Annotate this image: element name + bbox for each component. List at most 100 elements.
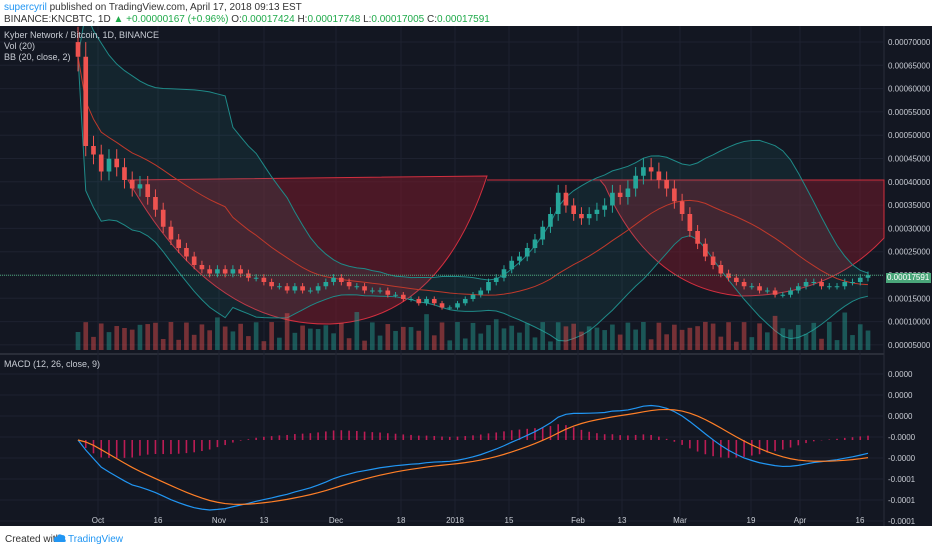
candle-body: [362, 286, 367, 291]
macd-histogram-bar: [433, 435, 436, 440]
macd-histogram-bar: [642, 434, 645, 440]
macd-histogram-bar: [766, 440, 769, 453]
volume-bar: [470, 322, 476, 350]
macd-histogram-bar: [154, 440, 157, 454]
candle-body: [91, 146, 96, 155]
candle-body: [331, 277, 336, 282]
candle-body: [610, 192, 615, 206]
published-text: published on TradingView.com, April 17, …: [46, 2, 302, 13]
macd-histogram-bar: [348, 430, 350, 440]
candle-body: [795, 286, 801, 291]
macd-histogram-bar: [410, 434, 412, 440]
time-tick-label: Dec: [329, 516, 343, 525]
macd-histogram-bar: [356, 430, 358, 440]
time-tick-label: Mar: [673, 516, 687, 525]
bollinger-upper-line: [77, 26, 869, 281]
macd-histogram-bar: [294, 434, 296, 440]
volume-bar: [176, 339, 182, 350]
macd-histogram-bar: [534, 428, 536, 440]
volume-bar: [780, 328, 786, 350]
open-label: O:: [231, 14, 242, 25]
volume-bar: [633, 329, 638, 350]
volume-bar: [315, 329, 321, 350]
macd-histogram-bar: [146, 440, 149, 455]
volume-bar: [641, 322, 646, 350]
tradingview-brand[interactable]: TradingView: [68, 534, 124, 545]
candle-body: [625, 188, 631, 197]
macd-histogram-bar: [751, 440, 753, 456]
macd-histogram-bar: [464, 436, 467, 440]
volume-bar: [215, 317, 220, 350]
macd-histogram-bar: [634, 434, 637, 440]
volume-bar: [679, 329, 685, 350]
macd-histogram-bar: [270, 436, 273, 440]
volume-bar: [222, 326, 228, 350]
volume-bar: [137, 324, 143, 350]
macd-histogram-bar: [170, 440, 172, 455]
candle-body: [672, 188, 677, 202]
candle-body: [137, 184, 143, 189]
volume-bar: [346, 338, 352, 350]
volume-indicator-label[interactable]: Vol (20): [4, 41, 36, 51]
volume-bar: [331, 333, 336, 350]
candle-body: [532, 239, 538, 248]
candle-body: [424, 299, 429, 304]
volume-bar: [300, 325, 305, 350]
candle-body: [772, 290, 778, 295]
macd-histogram-bar: [255, 437, 257, 440]
volume-bar: [625, 322, 631, 350]
macd-histogram-bar: [665, 438, 668, 440]
volume-bar: [803, 333, 809, 350]
candle-body: [431, 299, 437, 304]
volume-bar: [400, 326, 406, 350]
chart-area[interactable]: 0.00070000 0.00065000 0.00060000 0.00055000…: [0, 26, 932, 526]
candle-body: [617, 192, 623, 197]
candle-body: [439, 303, 445, 308]
price-tick-label: 0.00055000: [888, 108, 931, 117]
volume-bar: [377, 335, 383, 350]
time-tick-label: 2018: [446, 516, 464, 525]
macd-histogram-bar: [371, 432, 374, 440]
volume-bar: [369, 322, 375, 350]
macd-histogram-bar: [487, 433, 490, 440]
candle-body: [160, 209, 166, 227]
macd-histogram-bar: [836, 438, 838, 440]
low-label: L:: [363, 14, 372, 25]
macd-histogram-bar: [325, 431, 327, 440]
candle-body: [803, 282, 809, 287]
volume-bar: [718, 336, 724, 350]
candle-body: [230, 269, 236, 274]
cloud-logo-icon: [53, 533, 67, 546]
bollinger-indicator-label[interactable]: BB (20, close, 2): [4, 52, 71, 62]
macd-histogram-bar: [805, 440, 807, 444]
chart-canvas[interactable]: 0.00070000 0.00065000 0.00060000 0.00055000…: [0, 26, 932, 526]
candle-body: [664, 180, 669, 189]
candle-body: [834, 286, 840, 288]
volume-bar: [617, 334, 623, 350]
macd-histogram-bar: [340, 430, 343, 440]
author-link[interactable]: supercyril: [4, 2, 47, 13]
macd-histogram-bar: [115, 440, 118, 458]
volume-bar: [687, 327, 693, 350]
macd-tick-label: -0.0001: [888, 475, 916, 484]
volume-bar: [106, 332, 112, 350]
macd-histogram-bar: [263, 436, 265, 440]
volume-bar: [207, 330, 212, 350]
open-value: 0.00017424: [241, 14, 295, 25]
volume-bar: [819, 338, 824, 350]
volume-bar: [416, 330, 422, 350]
macd-indicator-label[interactable]: MACD (12, 26, close, 9): [4, 359, 101, 369]
macd-tick-label: -0.0001: [888, 517, 916, 526]
volume-bar: [339, 323, 344, 350]
candle-body: [129, 180, 135, 189]
macd-histogram-bar: [108, 440, 110, 458]
volume-bar: [586, 326, 592, 350]
macd-histogram-bar: [712, 440, 714, 457]
volume-bar: [764, 332, 770, 350]
volume-bar: [672, 324, 677, 350]
candle-body: [842, 282, 848, 287]
macd-histogram-bar: [596, 433, 598, 440]
candle-body: [261, 277, 267, 282]
macd-histogram-bar: [743, 440, 745, 457]
candle-body: [191, 256, 197, 265]
